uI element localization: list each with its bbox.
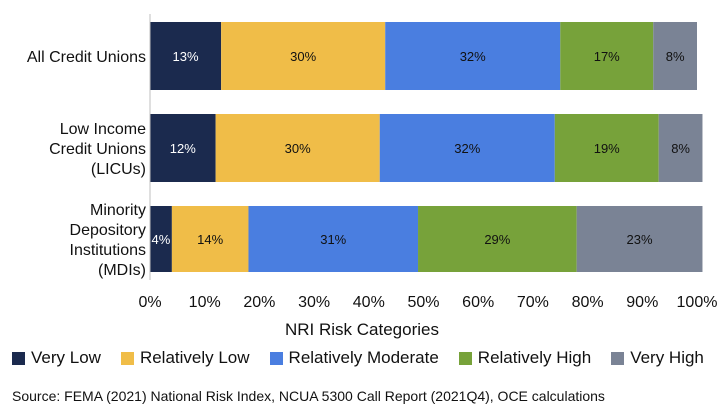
- legend-label: Very Low: [31, 348, 101, 367]
- category-labels: All Credit Unions Low Income Credit Unions…: [27, 49, 146, 279]
- bar-segment: [150, 22, 222, 90]
- bar-segment: [171, 206, 249, 272]
- x-tick-label: 0%: [138, 294, 161, 311]
- bar-segment: [576, 206, 703, 272]
- bar-segment: [248, 206, 419, 272]
- data-label: 4%: [152, 232, 171, 247]
- bars-group: 13% 30% 32% 17% 8% 12% 30% 32% 19% 8% 4% 14% 31% 29% 2…: [150, 22, 703, 272]
- x-tick-label: 100%: [677, 294, 718, 311]
- legend-swatch: [12, 351, 25, 365]
- x-tick-label: 70%: [517, 294, 549, 311]
- x-tick-label: 40%: [353, 294, 385, 311]
- legend-label: Relatively Moderate: [288, 348, 439, 367]
- bar-segment: [560, 22, 654, 90]
- category-label: Low Income: [60, 121, 146, 138]
- data-label: 19%: [594, 141, 620, 156]
- bar-segment: [653, 22, 697, 90]
- category-label: Depository: [70, 222, 146, 239]
- legend-title: NRI Risk Categories: [285, 320, 439, 339]
- data-label: 32%: [460, 49, 486, 64]
- data-label: 13%: [173, 49, 199, 64]
- legend: Very Low Relatively Low Relatively Moderat…: [12, 346, 724, 370]
- bar-segment: [221, 22, 386, 90]
- legend-label: Relatively High: [477, 348, 592, 367]
- category-label: (MDIs): [98, 262, 146, 279]
- bar-segment: [554, 114, 659, 182]
- x-axis-ticks: 0% 10% 20% 30% 40% 50% 60% 70% 80% 90% 100%: [138, 294, 717, 311]
- data-label: 8%: [666, 49, 685, 64]
- legend-label: Relatively Low: [139, 348, 250, 367]
- bar-segment: [658, 114, 703, 182]
- category-label: Credit Unions: [49, 141, 146, 158]
- data-label: 14%: [197, 232, 223, 247]
- data-label: 12%: [170, 141, 196, 156]
- category-label: (LICUs): [91, 161, 146, 178]
- data-label: 30%: [285, 141, 311, 156]
- category-label: All Credit Unions: [27, 49, 146, 66]
- bar-segment: [385, 22, 561, 90]
- data-label: 31%: [320, 232, 346, 247]
- legend-item: Relatively Low: [120, 348, 250, 368]
- data-label: 8%: [671, 141, 690, 156]
- x-tick-label: 30%: [298, 294, 330, 311]
- legend-swatch: [120, 351, 134, 365]
- x-tick-label: 50%: [407, 294, 439, 311]
- x-tick-label: 10%: [189, 294, 221, 311]
- source-note: Source: FEMA (2021) National Risk Index,…: [12, 388, 605, 404]
- category-label: Institutions: [70, 242, 146, 259]
- legend-label: Very High: [630, 348, 704, 367]
- data-label: 23%: [627, 232, 653, 247]
- x-tick-label: 90%: [626, 294, 658, 311]
- x-tick-label: 20%: [243, 294, 275, 311]
- stacked-bar-chart: 13% 30% 32% 17% 8% 12% 30% 32% 19% 8% 4% 14% 31% 29% 2…: [27, 14, 717, 311]
- bar-segment: [150, 114, 216, 182]
- bar-segment: [150, 206, 172, 272]
- legend-item: Very Low: [12, 348, 101, 368]
- legend-swatch: [458, 351, 472, 365]
- bar-segment: [418, 206, 577, 272]
- category-label: Minority: [90, 202, 146, 219]
- legend-swatch: [611, 351, 625, 365]
- legend-item: Relatively Moderate: [269, 348, 439, 368]
- x-tick-label: 60%: [462, 294, 494, 311]
- data-label: 17%: [594, 49, 620, 64]
- bar-segment: [215, 114, 380, 182]
- legend-swatch: [269, 351, 283, 365]
- data-label: 29%: [484, 232, 510, 247]
- data-label: 30%: [290, 49, 316, 64]
- x-tick-label: 80%: [572, 294, 604, 311]
- bar-segment: [379, 114, 555, 182]
- legend-item: Relatively High: [458, 348, 592, 368]
- legend-item: Very High: [611, 348, 704, 368]
- data-label: 32%: [454, 141, 480, 156]
